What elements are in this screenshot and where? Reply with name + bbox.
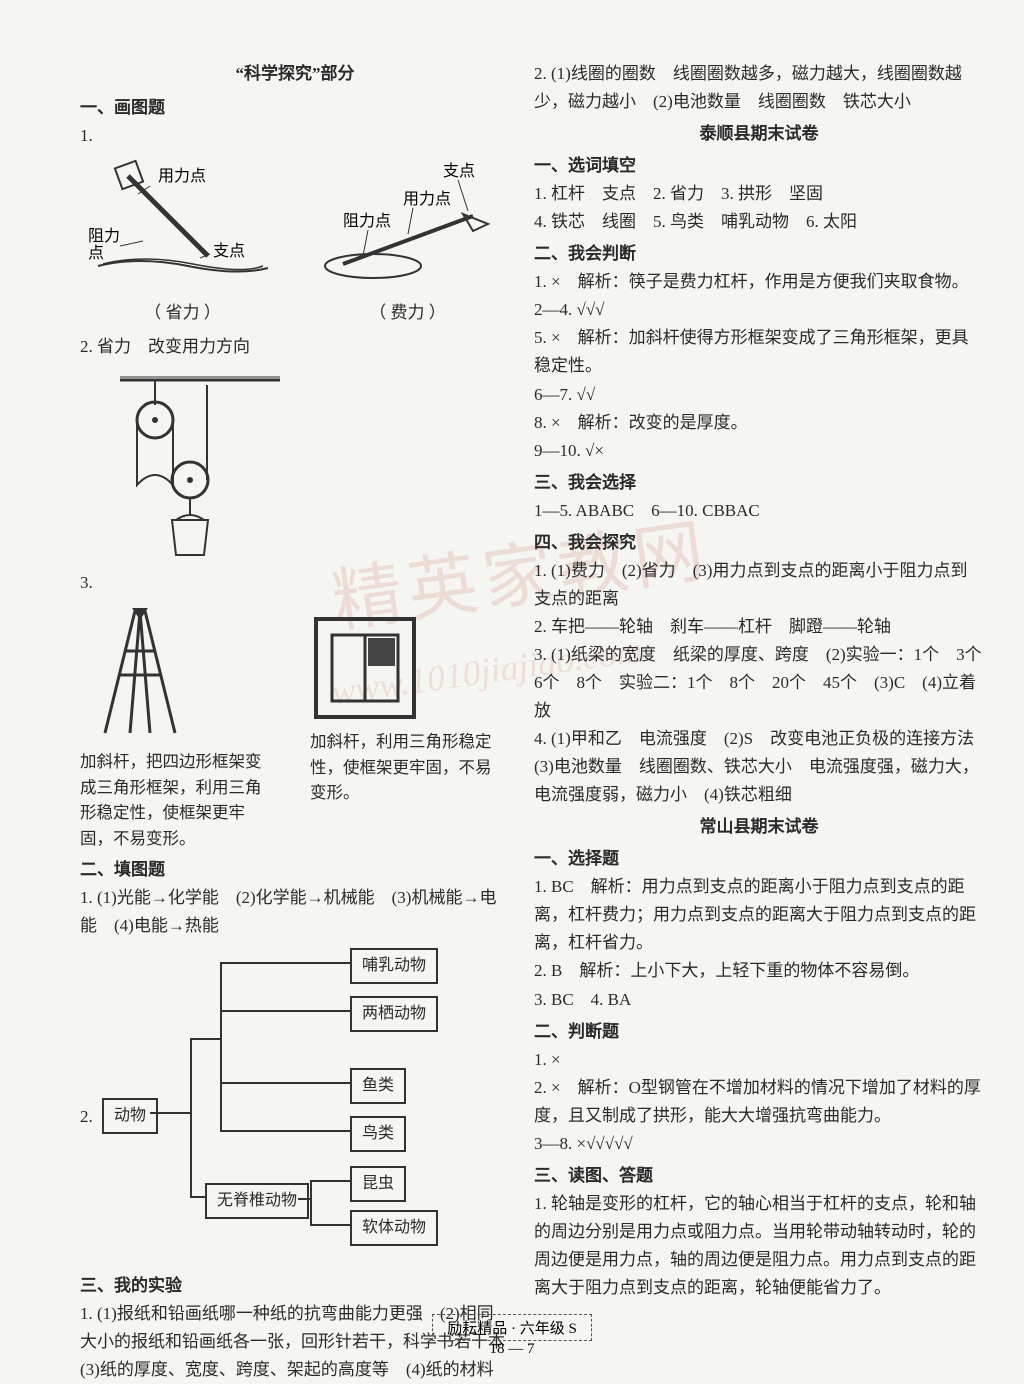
footer-box: 励耘精品 · 六年级 S — [432, 1314, 592, 1341]
r1-head: 一、选词填空 — [534, 152, 984, 180]
tree-leaf-4: 昆虫 — [350, 1166, 406, 1202]
r2e: 8. × 解析：改变的是厚度。 — [534, 409, 984, 437]
r4a: 1. (1)费力 (2)省力 (3)用力点到支点的距离小于阻力点到支点的距离 — [534, 557, 984, 613]
c2a: 1. × — [534, 1046, 984, 1074]
svg-text:用力点: 用力点 — [158, 167, 206, 185]
page-number: 18 — 7 — [490, 1341, 535, 1357]
c3-head: 三、读图、答题 — [534, 1162, 984, 1190]
fill-2-label: 2. — [80, 1103, 93, 1131]
tree-branch: 无脊椎动物 — [205, 1183, 309, 1219]
tree-root: 动物 — [102, 1098, 158, 1134]
svg-text:用力点: 用力点 — [403, 190, 451, 208]
triangle-left-text: 加斜杆，把四边形框架变成三角形框架，利用三角形稳定性，使框架更牢固，不易变形。 — [80, 749, 270, 851]
r4c: 3. (1)纸梁的宽度 纸梁的厚度、跨度 (2)实验一：1个 3个 6个 8个 … — [534, 641, 984, 725]
tree-leaf-1: 两栖动物 — [350, 996, 438, 1032]
r2-head: 二、我会判断 — [534, 240, 984, 268]
tree-leaf-0: 哺乳动物 — [350, 948, 438, 984]
tree-leaf-5: 软体动物 — [350, 1210, 438, 1246]
section-title: “科学探究”部分 — [80, 60, 510, 88]
exam-title-2: 常山县期末试卷 — [534, 813, 984, 841]
triangle-left: 加斜杆，把四边形框架变成三角形框架，利用三角形稳定性，使框架更牢固，不易变形。 — [80, 603, 270, 851]
square-frame-svg — [310, 613, 420, 723]
r2f: 9—10. √× — [534, 437, 984, 465]
c2c: 3—8. ×√√√√√ — [534, 1130, 984, 1158]
animal-tree: 2. 动物 无脊椎动物 哺乳动物 两栖动物 鱼类 鸟类 昆虫 软体动物 — [80, 948, 510, 1268]
lever-2: 支点 用力点 阻力点 （ 费力 ） — [305, 156, 510, 327]
r4b: 2. 车把——轮轴 刹车——杠杆 脚蹬——轮轴 — [534, 613, 984, 641]
lever2-caption: （ 费力 ） — [305, 299, 510, 327]
c1b: 2. B 解析：上小下大，上轻下重的物体不容易倒。 — [534, 957, 984, 985]
svg-text:支点: 支点 — [213, 242, 245, 260]
item-2-label: 2. 省力 改变用力方向 — [80, 333, 510, 361]
right-column: 2. (1)线圈的圈数 线圈圈数越多，磁力越大，线圈圈数越少，磁力越小 (2)电… — [534, 60, 984, 1344]
triangle-right-text: 加斜杆，利用三角形稳定性，使框架更牢固，不易变形。 — [310, 729, 500, 806]
c2-head: 二、判断题 — [534, 1018, 984, 1046]
r3-head: 三、我会选择 — [534, 469, 984, 497]
item-1-label: 1. — [80, 122, 510, 150]
r1b: 4. 铁芯 线圈 5. 鸟类 哺乳动物 6. 太阳 — [534, 208, 984, 236]
r2b: 2—4. √√√ — [534, 296, 984, 324]
svg-text:阻力点: 阻力点 — [343, 212, 391, 230]
lever-diagrams: 用力点 阻力 点 支点 （ 省力 ） 支点 用力点 — [80, 156, 510, 327]
triangle-diagrams: 加斜杆，把四边形框架变成三角形框架，利用三角形稳定性，使框架更牢固，不易变形。 … — [80, 603, 510, 851]
tree-leaf-2: 鱼类 — [350, 1068, 406, 1104]
c1-head: 一、选择题 — [534, 845, 984, 873]
svg-text:支点: 支点 — [443, 162, 475, 180]
right-top: 2. (1)线圈的圈数 线圈圈数越多，磁力越大，线圈圈数越少，磁力越小 (2)电… — [534, 60, 984, 116]
svg-text:点: 点 — [88, 244, 104, 262]
page-footer: 励耘精品 · 六年级 S 18 — 7 — [0, 1314, 1024, 1358]
item-3-label: 3. — [80, 569, 510, 597]
tree-leaf-3: 鸟类 — [350, 1116, 406, 1152]
c1c: 3. BC 4. BA — [534, 986, 984, 1014]
heading-fill: 二、填图题 — [80, 856, 510, 884]
tripod-svg — [80, 603, 200, 743]
triangle-right: 加斜杆，利用三角形稳定性，使框架更牢固，不易变形。 — [310, 603, 500, 806]
svg-text:阻力: 阻力 — [88, 227, 120, 245]
c2b: 2. × 解析：O型钢管在不增加材料的情况下增加了材料的厚度，且又制成了拱形，能… — [534, 1074, 984, 1130]
r4d: 4. (1)甲和乙 电流强度 (2)S 改变电池正负极的连接方法 (3)电池数量… — [534, 725, 984, 809]
r1a: 1. 杠杆 支点 2. 省力 3. 拱形 坚固 — [534, 180, 984, 208]
c3a: 1. 轮轴是变形的杠杆，它的轴心相当于杠杆的支点，轮和轴的周边分别是用力点或阻力… — [534, 1190, 984, 1302]
exam-title-1: 泰顺县期末试卷 — [534, 120, 984, 148]
lever1-caption: （ 省力 ） — [80, 299, 285, 327]
lever1-svg: 用力点 阻力 点 支点 — [88, 156, 278, 286]
page-content: “科学探究”部分 一、画图题 1. 用力点 阻力 点 支点 （ 省力 ） — [80, 60, 984, 1344]
r2a: 1. × 解析：筷子是费力杠杆，作用是方便我们夹取食物。 — [534, 268, 984, 296]
fill-1: 1. (1)光能→化学能 (2)化学能→机械能 (3)机械能→电能 (4)电能→… — [80, 884, 510, 940]
heading-draw: 一、画图题 — [80, 94, 510, 122]
r4-head: 四、我会探究 — [534, 529, 984, 557]
r2d: 6—7. √√ — [534, 381, 984, 409]
r2c: 5. × 解析：加斜杆使得方形框架变成了三角形框架，更具稳定性。 — [534, 324, 984, 380]
heading-exp: 三、我的实验 — [80, 1272, 510, 1300]
c1a: 1. BC 解析：用力点到支点的距离小于阻力点到支点的距离，杠杆费力；用力点到支… — [534, 873, 984, 957]
pulley-svg — [110, 365, 290, 565]
lever-1: 用力点 阻力 点 支点 （ 省力 ） — [80, 156, 285, 327]
r3a: 1—5. ABABC 6—10. CBBAC — [534, 497, 984, 525]
left-column: “科学探究”部分 一、画图题 1. 用力点 阻力 点 支点 （ 省力 ） — [80, 60, 510, 1344]
lever2-svg: 支点 用力点 阻力点 — [313, 156, 503, 286]
